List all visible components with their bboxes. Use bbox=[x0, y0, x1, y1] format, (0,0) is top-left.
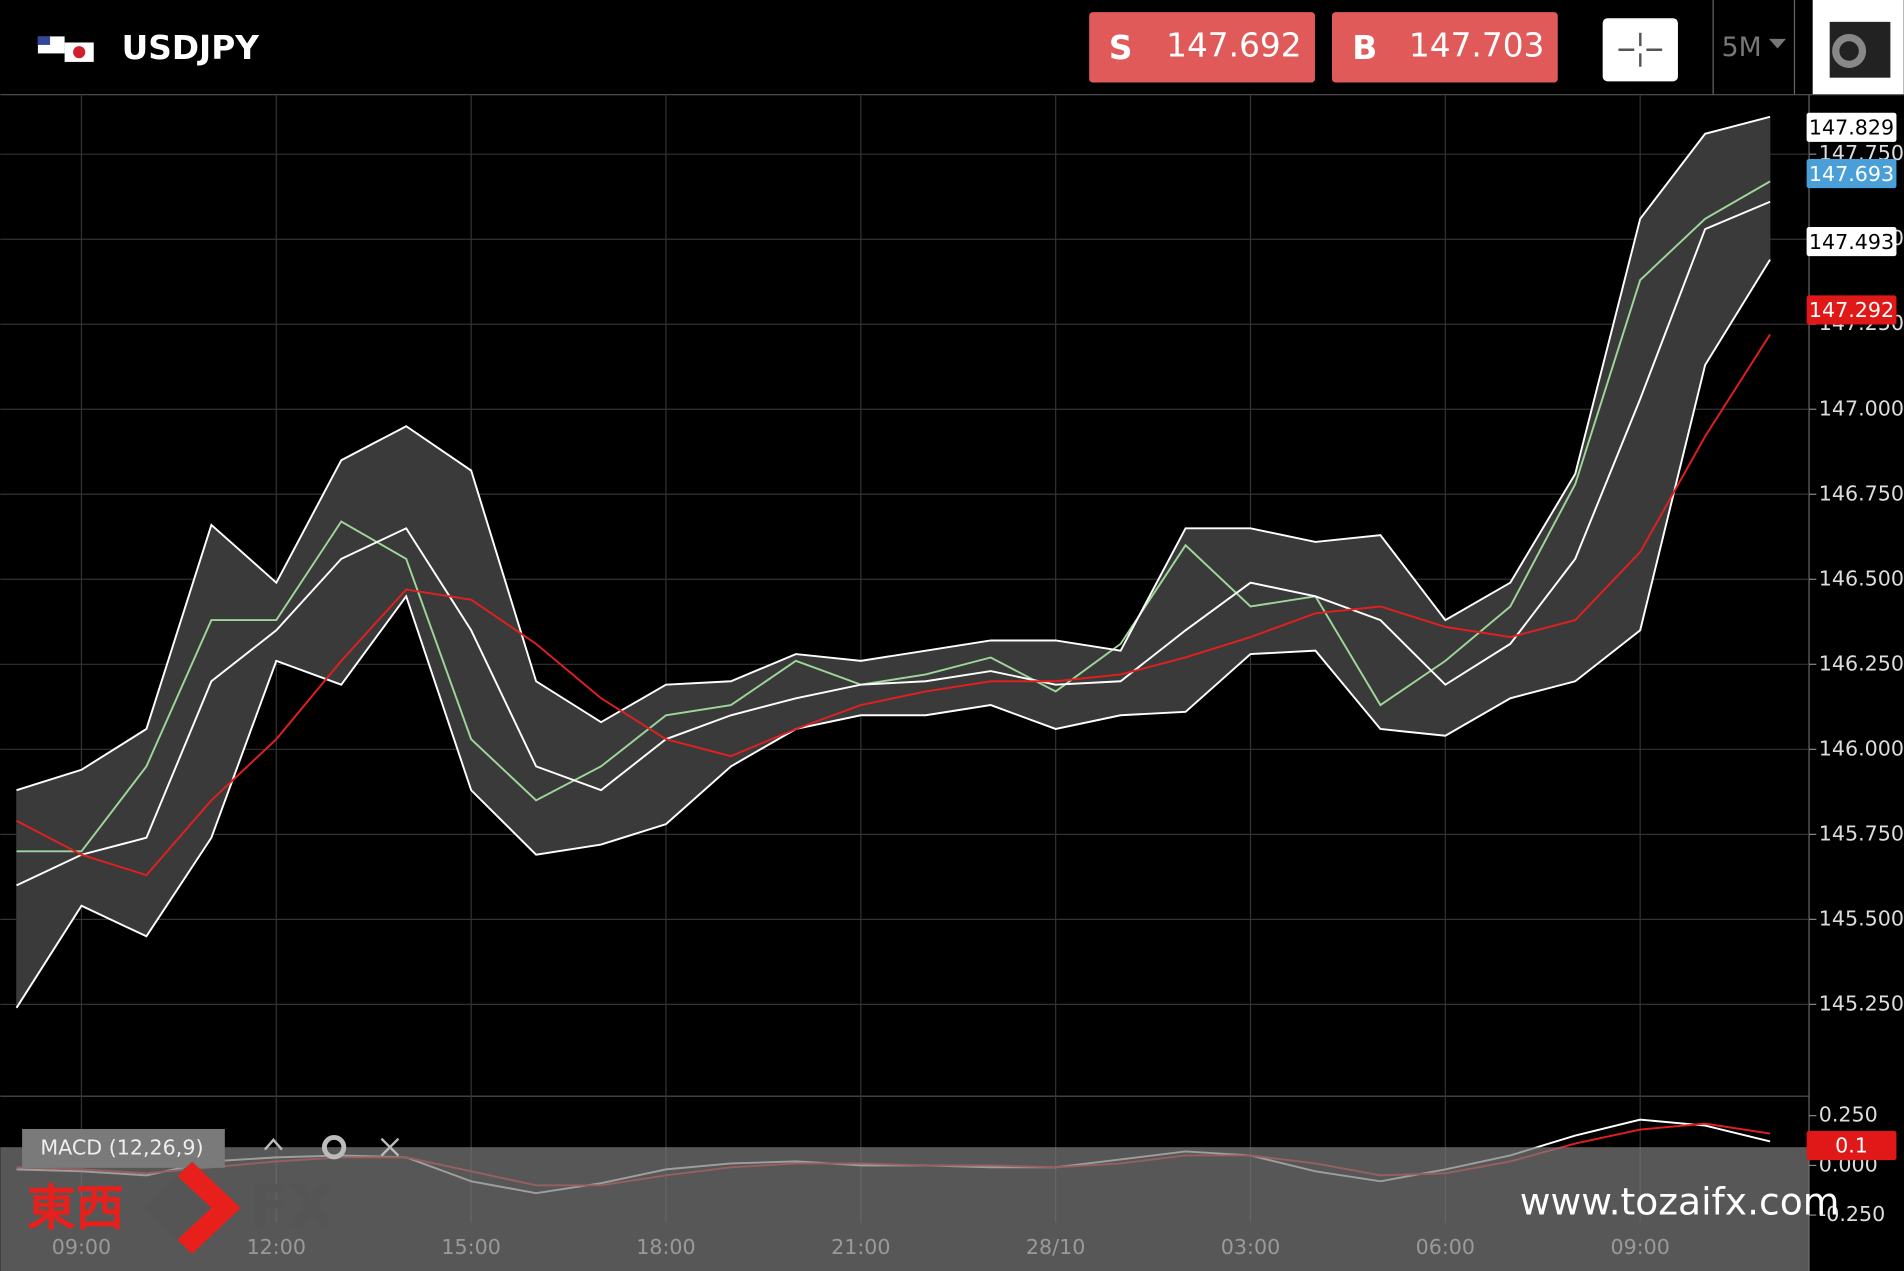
gear-icon[interactable] bbox=[321, 1135, 347, 1160]
y-tick-label: 0.250 bbox=[1819, 1103, 1878, 1127]
y-tick-label: -0.250 bbox=[1819, 1202, 1886, 1226]
y-tick-label: 146.500 bbox=[1819, 566, 1904, 590]
price-label-box bbox=[1806, 227, 1897, 257]
url: www.tozaifx.com bbox=[1520, 1180, 1840, 1224]
y-tick-label: 145.250 bbox=[1819, 991, 1904, 1015]
line-series bbox=[16, 200, 1771, 887]
line-series bbox=[16, 115, 1771, 792]
y-tick-label: 146.750 bbox=[1819, 481, 1904, 505]
crosshair-button[interactable] bbox=[1602, 18, 1678, 82]
dropdown-arrow bbox=[1768, 38, 1786, 49]
y-tick-label: 145.500 bbox=[1819, 906, 1904, 930]
close-icon[interactable] bbox=[380, 1137, 400, 1157]
logo-text: FX bbox=[249, 1172, 334, 1240]
watermark-strip bbox=[0, 1147, 1810, 1271]
flag-jp-disc bbox=[73, 46, 86, 59]
macd-title: MACD (12,26,9) bbox=[40, 1135, 203, 1159]
buy-label: B bbox=[1352, 29, 1377, 67]
sell-button[interactable] bbox=[1089, 12, 1315, 83]
header-bar bbox=[0, 0, 1904, 95]
macd-label-box bbox=[22, 1128, 225, 1168]
flag-us-canton bbox=[37, 36, 51, 45]
gear-icon bbox=[1832, 33, 1867, 68]
line-series bbox=[16, 180, 1771, 853]
symbol: USDJPY bbox=[122, 29, 261, 67]
price-label: 147.493 bbox=[1809, 230, 1894, 254]
move-up-icon[interactable] bbox=[263, 1138, 283, 1151]
logo-diamond-red bbox=[177, 1161, 241, 1255]
price-chart: 147.750147.500147.250147.000146.750146.5… bbox=[0, 94, 1904, 1223]
buy-button[interactable] bbox=[1331, 12, 1558, 83]
timeframe[interactable]: 5M bbox=[1722, 32, 1762, 63]
crosshair-icon bbox=[1618, 32, 1663, 67]
price-label: 147.693 bbox=[1809, 162, 1894, 186]
brand: 東西 bbox=[27, 1181, 124, 1237]
price-label-box bbox=[1806, 1130, 1897, 1161]
price-label-box bbox=[1806, 295, 1897, 325]
price-label: 0.1 bbox=[1835, 1134, 1868, 1158]
price-label-box bbox=[1806, 112, 1897, 142]
price-label: 147.829 bbox=[1809, 116, 1894, 140]
sell-price: 147.692 bbox=[1166, 26, 1302, 64]
y-tick-label: 146.000 bbox=[1819, 736, 1904, 760]
band-fill bbox=[925, 640, 992, 716]
overlay: MACD (12,26,9) 東西 FX www.tozaifx.com bbox=[0, 1128, 1840, 1271]
sell-label: S bbox=[1109, 29, 1133, 67]
price-label-box bbox=[1806, 159, 1897, 189]
line-series bbox=[16, 333, 1771, 877]
line-series bbox=[15, 259, 1771, 1009]
band-fill bbox=[1250, 527, 1316, 655]
y-tick-label: 147.000 bbox=[1819, 396, 1904, 420]
y-tick-label: 145.750 bbox=[1819, 821, 1904, 845]
price-label: 147.292 bbox=[1809, 298, 1894, 322]
header: USDJPY S 147.692 B 147.703 5M bbox=[0, 0, 1904, 95]
y-tick-label: 146.250 bbox=[1819, 651, 1904, 675]
buy-price: 147.703 bbox=[1409, 26, 1545, 64]
